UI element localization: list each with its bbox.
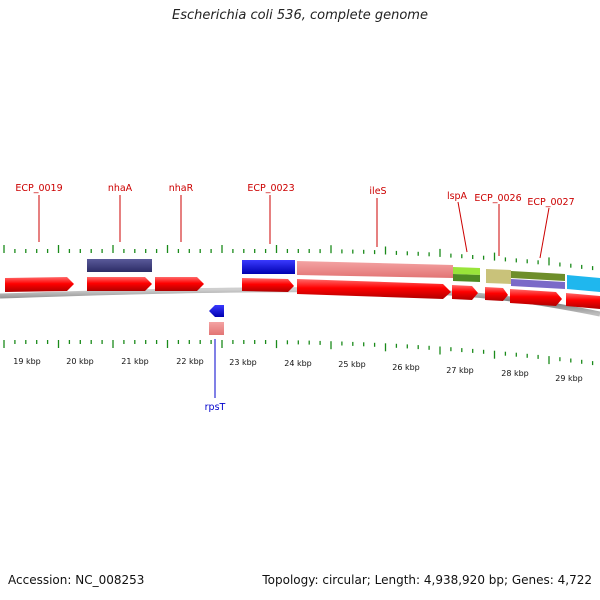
feature-arrow-ECP_0028[interactable]	[566, 293, 600, 309]
accession-text: Accession: NC_008253	[8, 573, 145, 587]
feature-block-ECP_0028[interactable]	[567, 275, 600, 292]
genome-summary-text: Topology: circular; Length: 4,938,920 bp…	[262, 573, 592, 587]
scale-label-27kbp: 27 kbp	[446, 366, 474, 375]
feature-arrow-rpsT[interactable]	[209, 305, 224, 317]
feature-block-lspA-lower[interactable]	[453, 274, 480, 282]
gene-label-ECP_0027[interactable]: ECP_0027	[527, 197, 574, 208]
feature-arrow-ECP_0023[interactable]	[242, 278, 294, 292]
scale-label-28kbp: 28 kbp	[501, 369, 529, 378]
genome-title: Escherichia coli 536, complete genome	[172, 8, 428, 23]
gene-label-ileS[interactable]: ileS	[369, 186, 386, 197]
scale-label-25kbp: 25 kbp	[338, 360, 366, 369]
feature-arrow-lspA[interactable]	[452, 285, 478, 300]
gene-label-nhaA[interactable]: nhaA	[108, 183, 133, 194]
gene-label-ECP_0026[interactable]: ECP_0026	[474, 193, 521, 204]
feature-block-ECP_0026[interactable]	[486, 269, 511, 284]
feature-block-ECP_0023[interactable]	[242, 260, 295, 274]
scale-label-26kbp: 26 kbp	[392, 363, 420, 372]
scale-label-19kbp: 19 kbp	[13, 357, 41, 366]
upper-scale-ticks	[3, 245, 594, 271]
lower-scale-ticks	[3, 340, 594, 366]
feature-block-lspA[interactable]	[453, 267, 480, 275]
feature-arrow-ileS[interactable]	[297, 279, 451, 299]
feature-block-nhaA[interactable]	[87, 259, 152, 272]
gene-label-rpsT[interactable]: rpsT	[205, 402, 226, 413]
gene-label-ECP_0019[interactable]: ECP_0019	[15, 183, 62, 194]
feature-block-ECP_0027-lower[interactable]	[511, 279, 565, 289]
scale-label-22kbp: 22 kbp	[176, 357, 204, 366]
feature-arrow-nhaA[interactable]	[87, 277, 152, 291]
feature-block-rpsT[interactable]	[209, 322, 224, 335]
feature-arrow-ECP_0019[interactable]	[5, 277, 74, 292]
scale-label-24kbp: 24 kbp	[284, 359, 312, 368]
feature-arrow-ECP_0027[interactable]	[510, 289, 562, 306]
gene-label-ECP_0023[interactable]: ECP_0023	[247, 183, 294, 194]
scale-label-29kbp: 29 kbp	[555, 374, 583, 383]
feature-block-ileS[interactable]	[297, 261, 453, 278]
feature-block-ECP_0027[interactable]	[511, 271, 565, 281]
gene-label-lspA[interactable]: lspA	[447, 191, 468, 202]
scale-label-20kbp: 20 kbp	[66, 357, 94, 366]
feature-arrow-nhaR[interactable]	[155, 277, 204, 291]
gene-label-nhaR[interactable]: nhaR	[169, 183, 194, 194]
feature-arrow-ECP_0026[interactable]	[485, 287, 508, 301]
scale-label-23kbp: 23 kbp	[229, 358, 257, 367]
label-leaders	[38, 195, 550, 259]
scale-label-21kbp: 21 kbp	[121, 357, 149, 366]
